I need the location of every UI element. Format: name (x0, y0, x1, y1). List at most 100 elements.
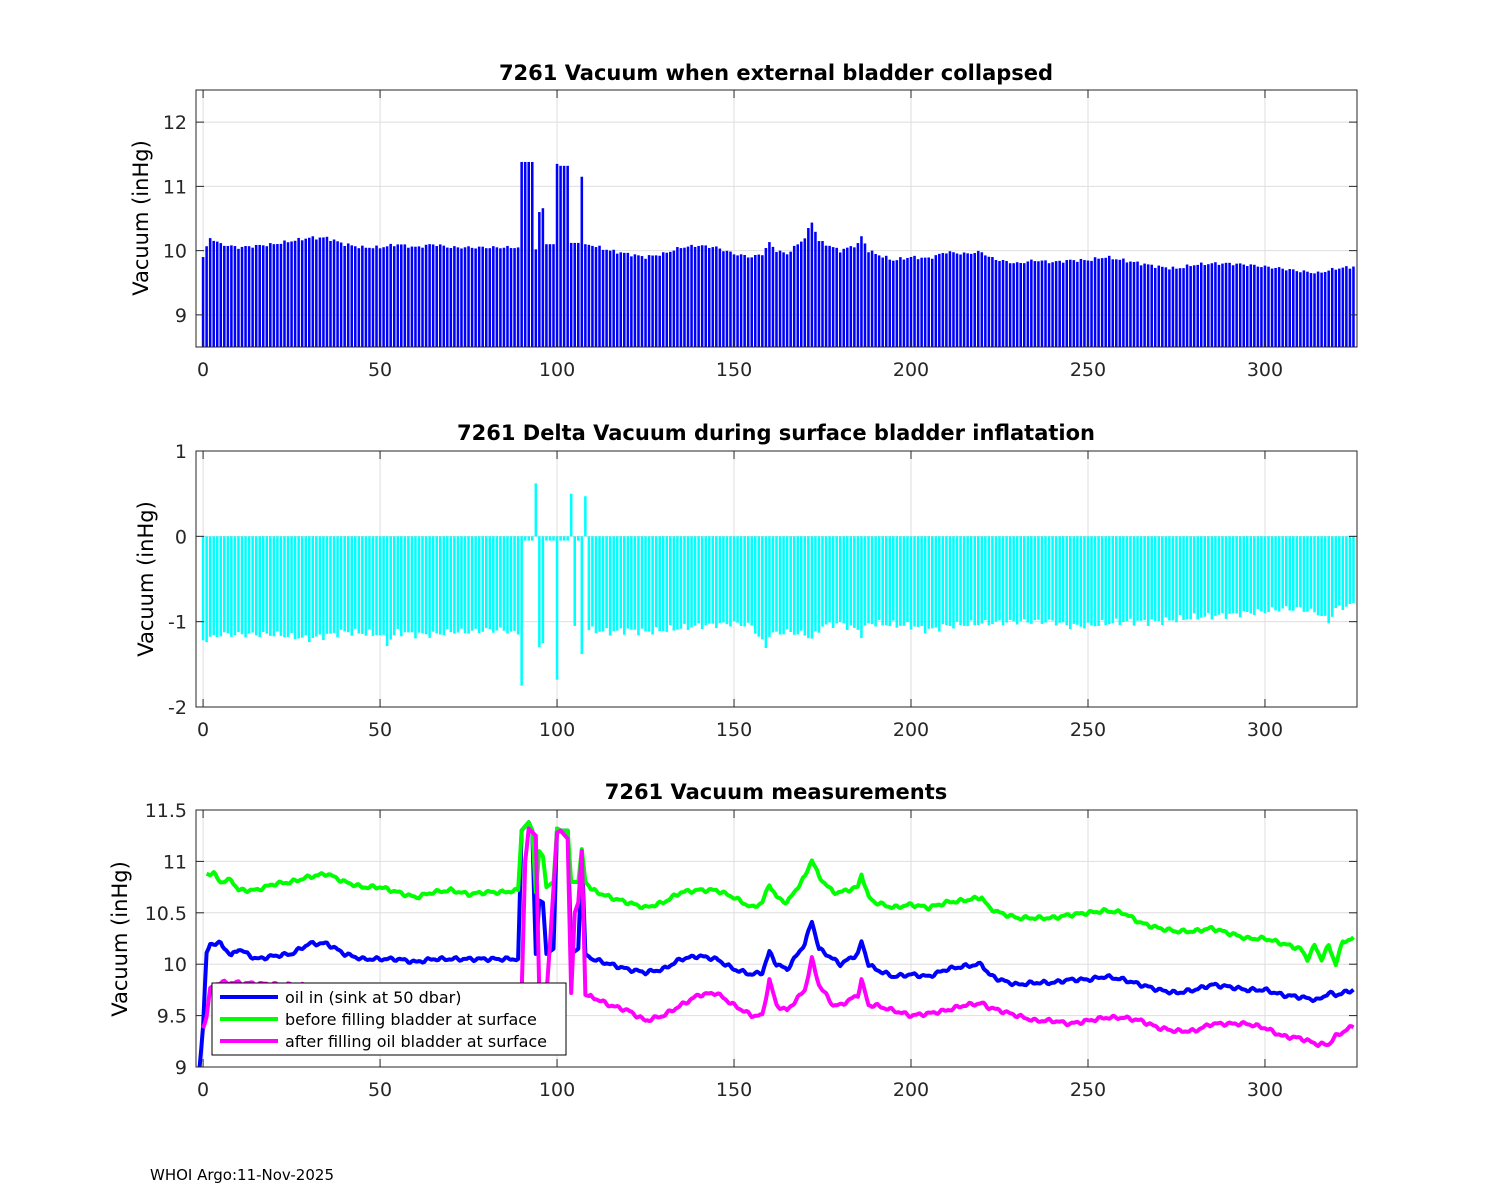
bar (265, 536, 269, 634)
bar (467, 246, 470, 347)
bar (984, 255, 987, 347)
bar (552, 536, 555, 541)
bar (1058, 260, 1061, 347)
bar (1221, 263, 1224, 347)
bar (654, 255, 658, 347)
bar (205, 536, 208, 643)
bar (1327, 270, 1330, 347)
bar (697, 245, 700, 347)
bar (580, 536, 584, 655)
bar (265, 246, 269, 347)
bar (605, 249, 608, 347)
bar (863, 243, 867, 347)
bar (1238, 536, 1242, 618)
bar (814, 231, 817, 347)
bar (368, 247, 371, 347)
bar (201, 257, 205, 347)
bar (297, 237, 300, 347)
bar (1157, 536, 1161, 622)
bar (1061, 536, 1065, 623)
bar (1146, 536, 1150, 626)
bar (435, 246, 438, 347)
bar (470, 247, 474, 347)
bar (283, 536, 286, 638)
bar (906, 257, 909, 347)
bar (555, 163, 559, 347)
bar (1199, 536, 1203, 618)
bar (1168, 536, 1171, 621)
bar (715, 536, 718, 629)
bar (431, 536, 435, 632)
bar (279, 243, 283, 347)
y-tick-label: 9 (175, 1057, 187, 1079)
bar (846, 536, 849, 631)
bar (407, 247, 410, 347)
bar (771, 246, 775, 347)
bar (456, 536, 460, 633)
bar (1299, 536, 1302, 608)
bar (835, 536, 838, 624)
bar (1292, 536, 1295, 611)
bar (700, 536, 704, 630)
x-tick-label: 0 (197, 719, 209, 741)
bar (389, 243, 392, 347)
bar (237, 536, 240, 633)
bar (417, 246, 421, 347)
bar (835, 247, 838, 347)
bar (315, 536, 318, 637)
bar (293, 240, 297, 347)
bar (290, 536, 293, 633)
bar (449, 248, 453, 347)
bar (789, 536, 792, 632)
bar (322, 237, 325, 347)
bar (1115, 259, 1118, 347)
bar (414, 246, 417, 347)
bar (725, 250, 729, 347)
bar (785, 536, 789, 630)
bar (382, 536, 385, 635)
bar (492, 246, 495, 347)
bar (1263, 536, 1267, 614)
bar (934, 536, 938, 628)
bar (1260, 267, 1263, 347)
bar (715, 246, 718, 347)
bar (1153, 267, 1157, 347)
x-tick-label: 200 (893, 719, 929, 741)
bar (1309, 273, 1313, 347)
bar (527, 161, 530, 347)
bar (269, 243, 272, 347)
bar (1348, 268, 1352, 347)
bar (775, 251, 778, 347)
bar (1348, 536, 1352, 605)
bar (1161, 536, 1164, 626)
bar (1231, 265, 1235, 347)
bar (612, 249, 615, 347)
bar (768, 242, 771, 347)
bar (1175, 536, 1178, 623)
bar (240, 536, 244, 635)
chart-title: 7261 Vacuum when external bladder collap… (499, 61, 1053, 85)
bar (962, 252, 966, 347)
bar (233, 536, 237, 636)
bar (598, 536, 601, 632)
panel-delta-vacuum: 7261 Delta Vacuum during surface bladder… (134, 421, 1358, 741)
bar (973, 253, 976, 347)
bar (1005, 536, 1008, 623)
bar (1132, 261, 1136, 347)
bar (987, 536, 991, 626)
bar (1203, 265, 1207, 347)
bar (902, 536, 906, 626)
bar (1352, 536, 1355, 603)
bar (1065, 260, 1069, 347)
bar (1001, 260, 1005, 347)
bar (205, 246, 208, 347)
bar (1122, 536, 1125, 623)
bar (392, 246, 396, 347)
bar (219, 243, 223, 347)
bar (421, 247, 424, 347)
bar (828, 536, 831, 623)
bar (824, 245, 828, 347)
bar (569, 242, 573, 347)
bar (361, 245, 364, 347)
bar (750, 536, 753, 626)
